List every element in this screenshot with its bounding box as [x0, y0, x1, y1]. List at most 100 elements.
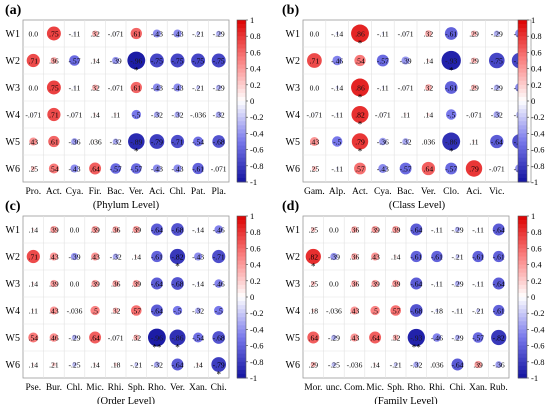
correlation-circle [394, 255, 398, 258]
legend-swatch [518, 105, 527, 110]
correlation-circle [152, 29, 161, 38]
column-label: Rhi. [108, 383, 124, 393]
legend-swatch [518, 337, 527, 342]
legend-swatch [518, 60, 527, 65]
legend-swatch [518, 80, 527, 86]
correlation-value: .39 [391, 280, 401, 289]
correlation-circle [191, 53, 206, 68]
legend-swatch [237, 313, 246, 318]
correlation-circle [170, 134, 185, 149]
legend-swatch [237, 244, 246, 249]
legend-swatch [237, 149, 246, 155]
row-label: W3 [6, 83, 20, 94]
correlation-circle [410, 223, 423, 236]
correlation-value: -.071 [398, 30, 414, 39]
legend-swatch [518, 72, 527, 78]
row-label: W4 [6, 306, 20, 317]
correlation-circle [307, 53, 322, 68]
row-label: W2 [286, 252, 300, 263]
legend-swatch [237, 117, 246, 122]
row-label: W1 [6, 29, 20, 40]
legend-tick-label: 0 [531, 292, 535, 302]
correlation-value: .39 [370, 226, 380, 235]
legend-swatch [237, 297, 246, 302]
correlation-value: -.11 [69, 30, 81, 39]
correlation-circle [444, 27, 458, 40]
column-label: Fir. [89, 187, 102, 197]
correlation-value: -.71 [213, 253, 225, 262]
column-label: Pro. [26, 187, 42, 197]
correlation-value: .54 [49, 165, 59, 174]
legend-swatch [518, 76, 527, 82]
correlation-value: .43 [90, 253, 100, 262]
correlation-circle [310, 227, 316, 232]
correlation-value: -.14 [331, 84, 343, 93]
correlation-value: .43 [350, 334, 360, 343]
legend-tick-label: 0.4 [531, 64, 542, 74]
correlation-circle [69, 55, 80, 66]
correlation-circle [91, 252, 100, 261]
legend-swatch [518, 349, 527, 355]
legend-swatch [518, 333, 527, 338]
legend-swatch [518, 264, 527, 270]
correlation-circle [112, 138, 119, 145]
correlation-value: .29 [469, 57, 479, 66]
legend-swatch [518, 357, 527, 363]
legend-swatch [237, 101, 246, 106]
legend-swatch [518, 149, 527, 155]
legend-tick-label: -0.2 [250, 308, 263, 318]
correlation-value: -.036 [67, 307, 83, 316]
correlation-circle [470, 57, 478, 64]
correlation-circle [351, 280, 358, 287]
correlation-value: .11 [111, 111, 120, 120]
correlation-value: -.43 [377, 165, 389, 174]
correlation-value: .18 [309, 307, 319, 316]
correlation-value: -.57 [445, 165, 457, 174]
correlation-value: .43 [350, 307, 360, 316]
legend-swatch [237, 32, 246, 37]
correlation-circle [173, 29, 182, 38]
correlation-value: .14 [29, 280, 39, 289]
correlation-circle [351, 253, 358, 260]
column-label: Bur. [46, 383, 62, 393]
legend-swatch [518, 268, 527, 274]
legend-tick-label: 0.6 [250, 47, 261, 57]
column-label: Ver. [170, 383, 185, 393]
correlation-value: .11 [401, 111, 410, 120]
legend-tick-label: 0.8 [250, 227, 261, 237]
correlation-value: -.93 [410, 334, 422, 343]
column-label: Mic. [366, 383, 384, 393]
correlation-value: -.036 [347, 361, 363, 370]
legend-swatch [237, 165, 246, 171]
legend-swatch [237, 84, 246, 90]
correlation-circle [29, 137, 38, 146]
legend-swatch [237, 137, 246, 142]
legend-tick-label: -0.2 [531, 308, 544, 318]
legend-swatch [237, 20, 246, 25]
correlation-value: .39 [391, 226, 401, 235]
legend-swatch [237, 333, 246, 338]
correlation-value: .43 [370, 253, 380, 262]
legend-swatch [237, 161, 246, 167]
legend-swatch [518, 321, 527, 326]
correlation-value: .64 [90, 334, 100, 343]
legend-swatch [518, 284, 527, 290]
legend-swatch [518, 305, 527, 310]
correlation-circle [351, 133, 369, 150]
column-label: Vic. [489, 187, 505, 197]
correlation-circle [435, 363, 439, 366]
correlation-value: -.68 [213, 334, 225, 343]
correlation-circle [147, 328, 166, 347]
legend-swatch [518, 20, 527, 25]
correlation-value: .39 [473, 361, 483, 370]
legend-swatch [237, 56, 246, 61]
correlation-circle [381, 113, 384, 116]
correlation-circle [426, 113, 430, 116]
row-label: W1 [286, 29, 300, 40]
correlation-circle [112, 226, 120, 233]
correlation-circle [332, 282, 336, 285]
correlation-value: -.57 [110, 165, 122, 174]
correlation-value: .82 [355, 111, 365, 120]
correlation-value: -.43 [171, 165, 183, 174]
correlation-value: -.21 [192, 30, 204, 39]
